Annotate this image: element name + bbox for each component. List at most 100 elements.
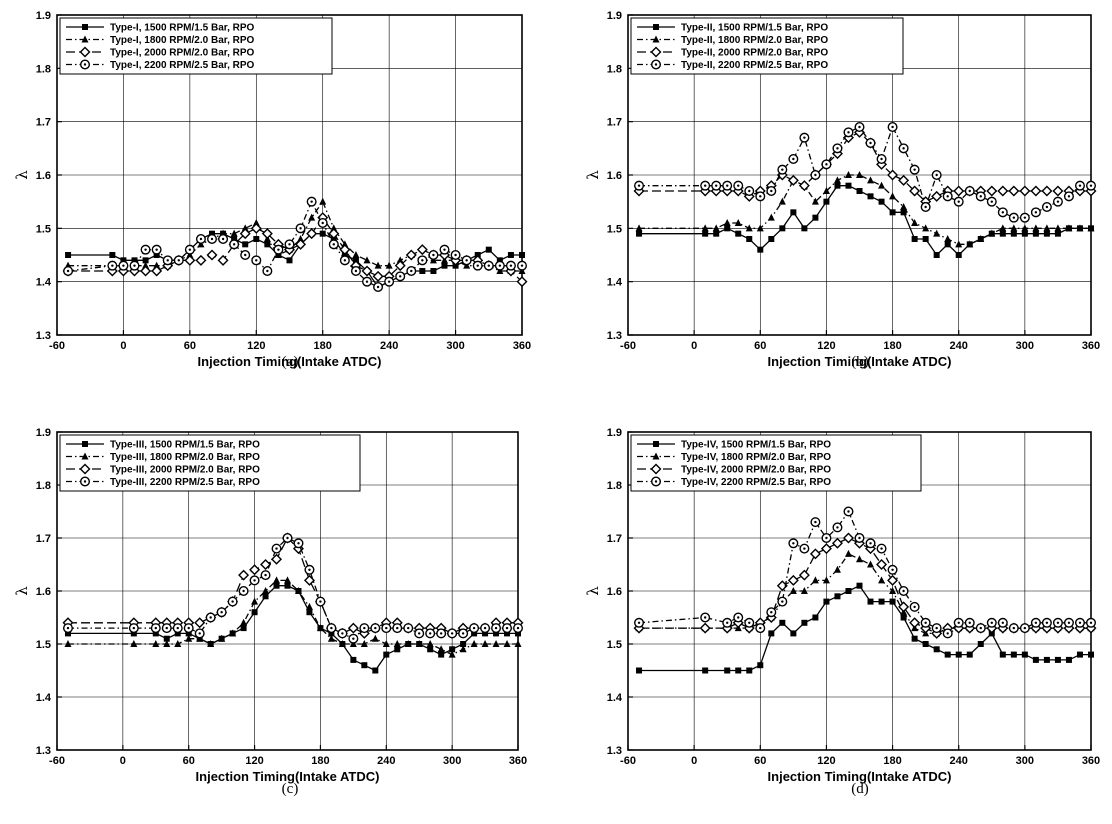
marker-triangle <box>503 640 511 647</box>
marker-circle-dot <box>836 526 839 529</box>
marker-circle-dot <box>957 200 960 203</box>
marker-triangle <box>240 618 248 626</box>
legend-entry: Type-IV, 2200 RPM/2.5 Bar, RPO <box>681 477 831 488</box>
marker-diamond <box>798 180 810 192</box>
marker-diamond <box>79 46 91 58</box>
marker-square <box>507 252 514 258</box>
marker-circle-dot <box>516 626 520 630</box>
y-tick-label: 1.7 <box>607 117 622 129</box>
marker-square <box>262 593 269 600</box>
marker-triangle <box>635 224 643 232</box>
marker-triangle <box>273 576 281 584</box>
marker-circle-dot <box>781 600 784 603</box>
marker-circle-dot <box>869 141 872 145</box>
marker-square <box>878 598 885 605</box>
legend-entry: Type-IV, 2000 RPM/2.0 Bar, RPO <box>681 465 831 476</box>
y-tick-label: 1.6 <box>607 586 622 598</box>
marker-circle-dot <box>869 542 872 545</box>
marker-triangle <box>64 640 72 647</box>
marker-diamond <box>887 574 899 586</box>
marker-square <box>1088 651 1094 658</box>
marker-diamond <box>140 265 152 277</box>
legend-entry: Type-I, 1500 RPM/1.5 Bar, RPO <box>110 23 255 34</box>
y-tick-label: 1.5 <box>607 223 622 235</box>
x-tick-label: 240 <box>377 755 395 767</box>
marker-circle-dot <box>387 280 391 283</box>
marker-triangle <box>745 224 753 232</box>
x-tick-label: -60 <box>49 340 65 352</box>
marker-triangle <box>977 235 985 242</box>
marker-square <box>653 24 659 30</box>
x-tick-label: 0 <box>120 340 126 352</box>
marker-triangle <box>374 261 382 269</box>
marker-triangle <box>185 634 193 642</box>
marker-square <box>801 619 808 626</box>
marker-circle-dot <box>836 147 839 150</box>
y-tick-label: 1.8 <box>607 63 622 75</box>
marker-square <box>922 641 929 647</box>
marker-circle-dot <box>505 626 509 630</box>
chart-panel-2: 1.3 1.4 1.5 1.6 1.7 1.8 1.9 -60 0 60 120 180 240 300 3… <box>584 10 1100 370</box>
x-axis-label: Injection Timing(Intake ATDC) <box>768 769 952 784</box>
marker-triangle <box>130 640 138 647</box>
marker-circle-dot <box>990 621 993 624</box>
marker-circle-dot <box>354 269 358 273</box>
marker-square <box>889 598 896 605</box>
marker-triangle <box>319 197 327 205</box>
marker-square <box>174 630 181 637</box>
marker-diamond <box>809 548 821 560</box>
marker-circle-dot <box>410 269 413 273</box>
marker-square <box>394 646 401 653</box>
marker-triangle <box>833 565 841 573</box>
y-axis-label: λ <box>584 170 602 180</box>
legend-entry: Type-II, 2000 RPM/2.0 Bar, RPO <box>681 48 828 59</box>
marker-circle-dot <box>385 626 388 630</box>
marker-square <box>900 209 907 216</box>
legend: Type-III, 1500 RPM/1.5 Bar, RPOType-III,… <box>59 434 361 492</box>
marker-circle-dot <box>520 264 524 267</box>
marker-diamond <box>260 559 272 570</box>
x-tick-label: 300 <box>446 340 464 352</box>
marker-circle-dot <box>880 157 883 161</box>
marker-square <box>1076 651 1083 658</box>
marker-square <box>735 667 742 674</box>
marker-circle-dot <box>421 259 424 262</box>
marker-square <box>449 646 456 653</box>
marker-square <box>724 667 731 674</box>
marker-circle-dot <box>703 616 707 619</box>
marker-square <box>922 236 929 242</box>
marker-triangle <box>426 640 434 647</box>
legend-entry: Type-IV, 1500 RPM/1.5 Bar, RPO <box>681 440 831 451</box>
y-tick-label: 1.4 <box>607 692 623 704</box>
marker-square <box>966 651 973 658</box>
marker-circle-dot <box>1056 621 1060 624</box>
marker-circle-dot <box>1067 621 1071 624</box>
marker-square <box>790 209 797 216</box>
marker-triangle <box>352 251 360 258</box>
marker-circle-dot <box>847 131 850 134</box>
marker-square <box>944 241 951 248</box>
y-tick-label: 1.8 <box>36 63 51 75</box>
marker-circle-dot <box>913 605 916 609</box>
marker-circle-dot <box>770 189 773 193</box>
legend-entry: Type-III, 2000 RPM/2.0 Bar, RPO <box>110 465 260 476</box>
marker-triangle <box>174 640 182 647</box>
marker-diamond <box>151 265 163 277</box>
marker-square <box>801 225 808 232</box>
marker-circle-dot <box>979 626 982 630</box>
marker-circle-dot <box>825 536 828 540</box>
marker-circle-dot <box>330 626 333 630</box>
marker-circle-dot <box>341 632 344 635</box>
marker-circle-dot <box>428 632 432 635</box>
marker-square <box>1054 656 1061 663</box>
marker-circle-dot <box>286 536 289 540</box>
marker-diamond <box>909 617 921 629</box>
marker-square <box>441 262 448 269</box>
marker-triangle <box>889 587 897 594</box>
marker-square <box>735 230 742 237</box>
marker-circle-dot <box>66 269 70 273</box>
marker-circle-dot <box>83 480 87 483</box>
marker-circle-dot <box>968 189 971 193</box>
marker-square <box>933 646 940 653</box>
marker-circle-dot <box>498 264 502 267</box>
